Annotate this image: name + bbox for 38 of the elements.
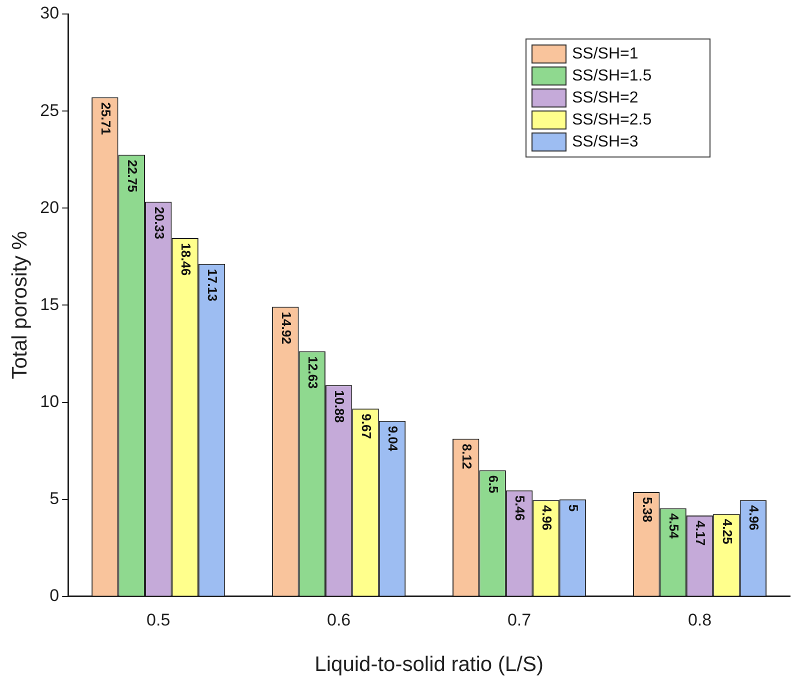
- data-label: 25.71: [98, 102, 114, 135]
- data-label: 4.17: [693, 520, 708, 546]
- y-axis-title: Total porosity %: [8, 231, 32, 380]
- data-label: 17.13: [205, 268, 220, 302]
- y-tick-label: 25: [40, 100, 60, 120]
- data-label: 4.54: [666, 513, 682, 540]
- legend-label: SS/SH=3: [572, 133, 638, 150]
- x-tick-label: 0.6: [327, 610, 351, 630]
- data-label: 9.67: [358, 414, 374, 439]
- data-label: 5.46: [512, 495, 528, 521]
- y-tick-label: 5: [50, 489, 60, 508]
- data-label: 4.25: [720, 518, 735, 544]
- data-label: 4.96: [539, 505, 554, 530]
- x-axis-title: Liquid-to-solid ratio (L/S): [314, 653, 544, 676]
- y-tick-label: 10: [40, 392, 60, 411]
- data-label: 6.5: [486, 475, 502, 494]
- data-label: 8.12: [459, 444, 474, 470]
- data-label: 20.33: [152, 206, 167, 240]
- data-label: 4.96: [746, 505, 762, 530]
- y-tick-label: 30: [40, 4, 60, 23]
- data-label: 22.75: [125, 160, 140, 192]
- x-tick-label: 0.5: [146, 610, 170, 630]
- y-tick-label: 15: [40, 294, 60, 314]
- data-label: 10.88: [332, 390, 348, 423]
- y-tick-label: 20: [40, 198, 60, 217]
- data-label: 5: [566, 504, 582, 512]
- x-tick-label: 0.7: [507, 610, 532, 630]
- legend-label: SS/SH=2: [572, 89, 638, 106]
- legend-label: SS/SH=1.5: [572, 67, 652, 84]
- legend-label: SS/SH=1: [572, 45, 638, 62]
- data-label: 9.04: [386, 426, 401, 452]
- x-tick-label: 0.8: [688, 610, 712, 630]
- data-label: 12.63: [306, 356, 321, 389]
- y-tick-label: 0: [50, 586, 60, 606]
- data-label: 14.92: [278, 312, 294, 344]
- data-label: 18.46: [178, 243, 194, 276]
- legend-label: SS/SH=2.5: [572, 111, 652, 128]
- data-label: 5.38: [640, 496, 655, 522]
